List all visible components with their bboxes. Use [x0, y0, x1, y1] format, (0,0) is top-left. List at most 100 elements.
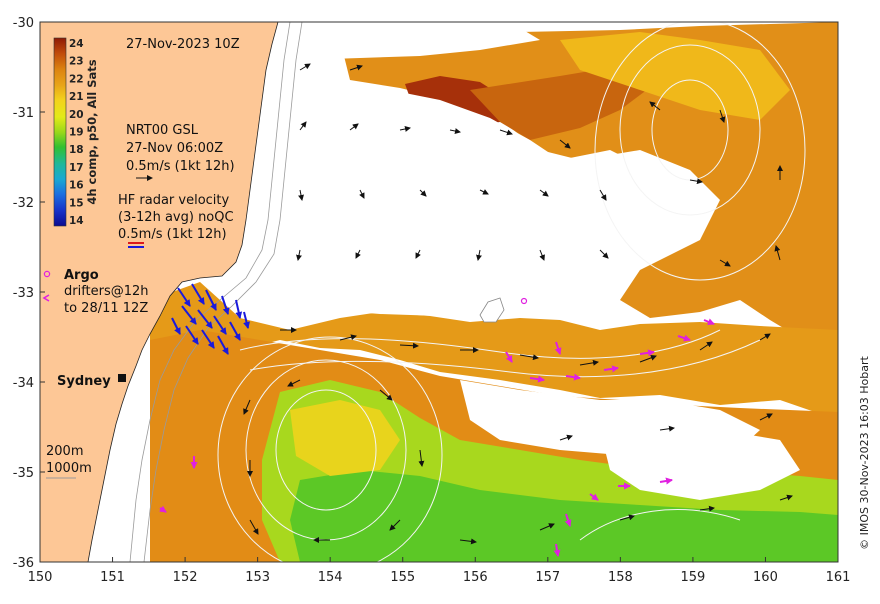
- drifter-arrow: [639, 349, 655, 357]
- colorbar-tick-label: 17: [69, 162, 84, 174]
- gsl-arrow: [499, 129, 513, 136]
- y-tick-label: -36: [13, 556, 34, 571]
- hf-radar-arrow: [243, 311, 250, 329]
- colorbar-tick-label: 14: [69, 215, 84, 227]
- gsl-arrow: [539, 249, 545, 261]
- drifter-arrow: [505, 351, 513, 363]
- drifter-arrow: [589, 493, 599, 501]
- drifter-arrow: [529, 375, 545, 383]
- x-tick-label: 153: [245, 570, 270, 585]
- drifter-arrow: [159, 505, 167, 513]
- gsl-arrow: [559, 434, 573, 441]
- gsl-legend-line2: 27-Nov 06:00Z: [126, 141, 223, 156]
- gsl-arrow: [379, 389, 393, 401]
- gsl-arrow: [579, 359, 599, 366]
- x-tick-label: 160: [753, 570, 778, 585]
- bathymetry-lines: [129, 22, 505, 562]
- bathy-200m-label: 200m: [46, 444, 83, 459]
- y-tick-label: -34: [13, 376, 34, 391]
- argo-drifter-legend: Argo drifters@12h to 28/11 12Z: [42, 268, 149, 316]
- hf-radar-legend: HF radar velocity (3-12h avg) noQC 0.5m/…: [118, 193, 234, 248]
- gsl-arrow: [699, 505, 715, 512]
- drifter-arrow: [564, 513, 572, 527]
- gsl-arrow: [287, 379, 301, 387]
- drifters-legend-line1: drifters@12h: [64, 284, 149, 299]
- gsl-arrow: [599, 189, 607, 201]
- argo-legend-marker: [43, 270, 51, 278]
- gsl-arrow: [459, 538, 477, 545]
- gsl-arrow: [774, 245, 781, 261]
- gsl-arrow: [419, 189, 427, 197]
- gsl-arrow: [659, 425, 675, 432]
- drifter-arrow: [659, 477, 673, 485]
- gsl-arrow: [779, 494, 793, 501]
- hf-legend-line2: (3-12h avg) noQC: [118, 210, 234, 225]
- colorbar-tick-label: 21: [69, 91, 84, 103]
- gsl-legend: NRT00 GSL 27-Nov 06:00Z 0.5m/s (1kt 12h): [126, 123, 235, 181]
- hf-radar-arrow: [217, 335, 229, 355]
- gsl-arrow: [389, 519, 401, 531]
- gsl-arrow: [539, 189, 549, 197]
- drifters-legend-line2: to 28/11 12Z: [64, 301, 148, 316]
- gsl-arrow: [299, 63, 311, 71]
- cloud-gap-ne: [300, 22, 540, 60]
- gsl-arrow: [619, 514, 635, 521]
- gsl-arrow: [399, 126, 411, 132]
- colorbar-label: 4h comp, p50, All Sats: [85, 59, 99, 204]
- drifter-arrow: [603, 365, 619, 373]
- drifter-arrow: [554, 341, 562, 355]
- sst-shelf-band: [150, 282, 838, 460]
- x-tick-label: 152: [173, 570, 198, 585]
- gsl-arrow: [639, 354, 657, 363]
- drifter-arrow: [553, 543, 561, 557]
- sst-field: [150, 22, 838, 562]
- x-tick-label: 155: [390, 570, 415, 585]
- argo-float-marker: [520, 297, 528, 305]
- colorbar-tick-label: 16: [69, 180, 84, 192]
- x-tick-label: 151: [100, 570, 125, 585]
- sst-yellow-patch: [560, 32, 790, 120]
- gsl-arrow: [415, 249, 421, 259]
- x-tick-label: 158: [608, 570, 633, 585]
- y-tick-label: -32: [13, 196, 34, 211]
- front-contour-1: [239, 329, 721, 359]
- drifter-tracks: [159, 318, 715, 557]
- cloud-gap-central: [290, 88, 660, 316]
- hf-radar-arrow: [213, 315, 227, 335]
- gsl-arrow: [399, 342, 419, 349]
- gsl-arrow: [599, 249, 609, 259]
- argo-legend-label: Argo: [64, 268, 99, 283]
- sst-warm-band: [470, 66, 660, 140]
- hf-radar-arrows: [171, 283, 250, 355]
- gsl-arrow: [359, 189, 365, 199]
- gsl-arrow: [479, 189, 489, 195]
- eddy-contour-3: [217, 336, 443, 562]
- hf-radar-arrow: [205, 289, 217, 311]
- gsl-arrow: [719, 109, 726, 123]
- x-tick-label: 157: [535, 570, 560, 585]
- hf-legend-line3: 0.5m/s (1kt 12h): [118, 227, 227, 242]
- colorbar-tick-label: 23: [69, 56, 84, 68]
- y-tick-label: -30: [13, 16, 34, 31]
- land-australia: [40, 22, 279, 562]
- gsl-arrow: [296, 249, 302, 261]
- y-tick-label: -31: [13, 106, 34, 121]
- drifter-arrow: [565, 373, 581, 381]
- colorbar-tick-label: 20: [69, 109, 84, 121]
- hf-legend-line1: HF radar velocity: [118, 193, 230, 208]
- hf-radar-arrow: [185, 325, 199, 345]
- colorbar-tick-label: 22: [69, 73, 84, 85]
- hf-radar-arrow: [177, 287, 191, 307]
- seamount-outline: [479, 297, 505, 323]
- ne-eddy-contour-3: [594, 22, 806, 281]
- gsl-arrow: [339, 334, 357, 341]
- x-tick-label: 161: [826, 570, 851, 585]
- y-tick-label: -33: [13, 286, 34, 301]
- front-contour-2: [249, 339, 761, 378]
- hf-radar-arrow: [171, 317, 181, 335]
- gsl-arrow: [299, 121, 307, 131]
- gsl-arrow: [298, 189, 304, 201]
- drifter-legend-marker: [42, 294, 50, 302]
- bathymetry-legend: 200m 1000m: [46, 444, 92, 479]
